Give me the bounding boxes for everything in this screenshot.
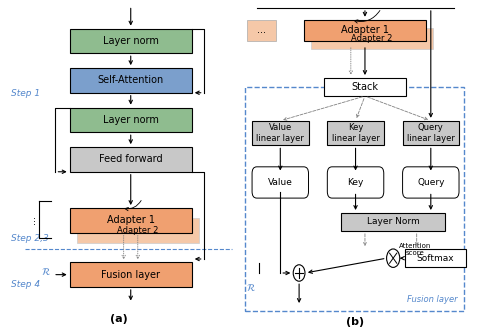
FancyBboxPatch shape xyxy=(70,29,192,53)
FancyBboxPatch shape xyxy=(304,20,426,41)
Text: Adapter 1: Adapter 1 xyxy=(107,215,155,225)
FancyBboxPatch shape xyxy=(311,28,433,49)
Circle shape xyxy=(293,265,305,281)
FancyBboxPatch shape xyxy=(252,121,308,145)
Text: $\mathcal{R}$: $\mathcal{R}$ xyxy=(41,266,51,277)
Text: Softmax: Softmax xyxy=(417,254,454,263)
FancyBboxPatch shape xyxy=(76,218,199,243)
Text: Query: Query xyxy=(417,178,445,187)
Text: Key
linear layer: Key linear layer xyxy=(332,124,380,143)
Text: Value: Value xyxy=(268,178,293,187)
Text: Attention
score: Attention score xyxy=(399,243,432,256)
FancyBboxPatch shape xyxy=(70,68,192,93)
Text: Adapter 2: Adapter 2 xyxy=(351,34,393,43)
Text: (a): (a) xyxy=(110,314,128,324)
Text: Adapter 1: Adapter 1 xyxy=(341,25,389,36)
Text: Layer norm: Layer norm xyxy=(103,36,159,46)
Text: Key: Key xyxy=(348,178,364,187)
Text: Fusion layer: Fusion layer xyxy=(101,270,160,280)
FancyBboxPatch shape xyxy=(402,121,459,145)
Bar xyxy=(247,20,276,41)
Text: Query
linear layer: Query linear layer xyxy=(407,124,455,143)
Text: Self-Attention: Self-Attention xyxy=(98,75,164,85)
Text: ...: ... xyxy=(257,25,266,36)
Text: (b): (b) xyxy=(347,317,365,327)
FancyBboxPatch shape xyxy=(70,262,192,287)
FancyBboxPatch shape xyxy=(327,167,384,198)
FancyBboxPatch shape xyxy=(324,78,406,96)
FancyBboxPatch shape xyxy=(402,167,459,198)
Text: Step 1: Step 1 xyxy=(11,89,40,98)
Text: Layer Norm: Layer Norm xyxy=(367,217,420,226)
Text: Step 2,3: Step 2,3 xyxy=(11,234,49,243)
Text: Stack: Stack xyxy=(351,82,379,92)
Text: Adapter 2: Adapter 2 xyxy=(117,226,159,235)
FancyBboxPatch shape xyxy=(252,167,308,198)
Circle shape xyxy=(387,249,400,267)
FancyBboxPatch shape xyxy=(341,213,445,231)
FancyBboxPatch shape xyxy=(405,249,466,267)
FancyBboxPatch shape xyxy=(327,121,384,145)
FancyBboxPatch shape xyxy=(70,208,192,233)
FancyBboxPatch shape xyxy=(70,147,192,172)
Text: ...: ... xyxy=(27,215,37,224)
Text: Fusion layer: Fusion layer xyxy=(407,295,458,304)
Text: Feed forward: Feed forward xyxy=(99,154,163,164)
Text: Step 4: Step 4 xyxy=(11,280,40,289)
Text: Value
linear layer: Value linear layer xyxy=(256,124,304,143)
Text: Layer norm: Layer norm xyxy=(103,115,159,125)
FancyBboxPatch shape xyxy=(70,108,192,132)
Text: $\mathcal{R}$: $\mathcal{R}$ xyxy=(246,282,256,293)
